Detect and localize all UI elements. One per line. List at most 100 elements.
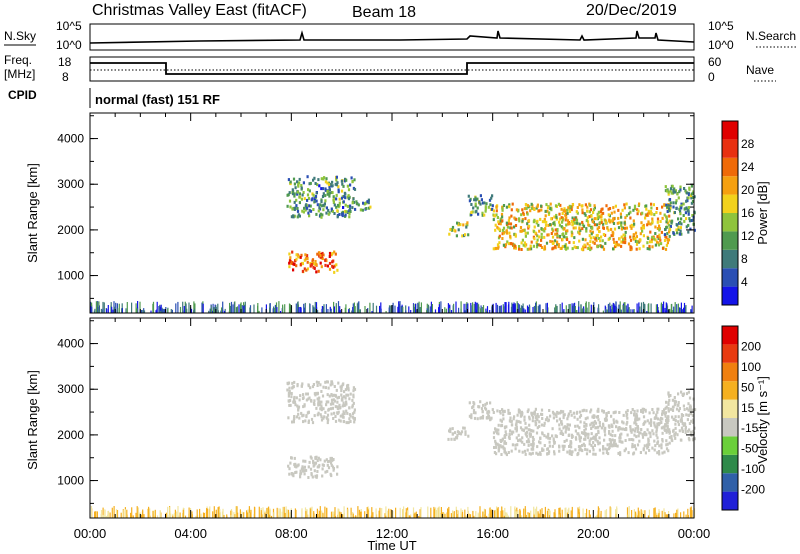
echo-cell	[327, 212, 330, 216]
ground-scatter-cell	[610, 507, 612, 518]
ground-scatter-cell	[193, 301, 195, 313]
echo-cell	[351, 404, 354, 408]
ground-scatter-cell	[378, 510, 380, 518]
ground-scatter-cell	[397, 306, 399, 313]
echo-cell	[312, 178, 315, 182]
echo-cell	[304, 459, 307, 463]
ground-scatter-cell	[317, 310, 319, 313]
ground-scatter-cell	[570, 510, 572, 518]
echo-cell	[592, 448, 595, 452]
echo-cell	[608, 431, 611, 435]
echo-cell	[641, 211, 644, 215]
echo-cell	[314, 456, 317, 460]
echo-cell	[657, 241, 660, 245]
echo-cell	[558, 445, 561, 449]
ground-scatter-cell	[201, 302, 203, 313]
echo-cell	[322, 208, 325, 212]
echo-cell	[656, 422, 659, 426]
echo-cell	[479, 194, 482, 198]
echo-cell	[481, 410, 484, 413]
ground-scatter-cell	[675, 512, 677, 518]
echo-cell	[644, 451, 647, 455]
ground-scatter-cell	[160, 512, 162, 518]
ground-scatter-cell	[500, 510, 502, 518]
echo-cell	[537, 243, 540, 247]
ground-scatter-cell	[576, 310, 578, 313]
xaxis-label: Time UT	[367, 538, 416, 553]
echo-cell	[287, 394, 290, 398]
echo-cell	[563, 227, 566, 230]
ground-scatter-cell	[488, 513, 490, 518]
echo-cell	[679, 221, 682, 224]
ground-scatter-cell	[522, 303, 524, 313]
echo-cell	[504, 435, 507, 439]
echo-cell	[473, 416, 477, 420]
echo-cell	[560, 422, 564, 426]
echo-cell	[557, 243, 560, 247]
echo-cell	[595, 433, 598, 436]
echo-cell	[636, 418, 639, 422]
echo-cell	[634, 231, 638, 235]
echo-cell	[669, 205, 672, 208]
echo-cell	[676, 192, 679, 196]
ground-scatter-cell	[457, 510, 460, 518]
echo-cell	[345, 400, 348, 404]
echo-cell	[665, 218, 668, 222]
echo-cell	[338, 204, 341, 208]
echo-cell	[568, 433, 571, 437]
echo-cell	[308, 189, 311, 193]
echo-cell	[289, 399, 292, 402]
echo-cell	[332, 402, 335, 406]
ground-scatter-cell	[324, 506, 326, 518]
echo-cell	[510, 226, 513, 230]
echo-cell	[617, 216, 620, 220]
echo-cell	[632, 219, 635, 223]
echo-cell	[590, 444, 593, 447]
echo-cell	[474, 204, 477, 208]
echo-cell	[549, 223, 552, 226]
echo-cell	[472, 206, 475, 210]
echo-cell	[317, 209, 320, 213]
echo-cell	[299, 472, 302, 476]
echo-cell	[683, 187, 686, 190]
colorbar-segment	[722, 418, 738, 437]
ground-scatter-cell	[528, 512, 530, 518]
ground-scatter-cell	[390, 305, 392, 313]
ground-scatter-cell	[527, 514, 529, 518]
echo-cell	[560, 246, 563, 250]
echo-cell	[331, 184, 334, 188]
echo-cell	[326, 189, 329, 193]
power-echo-layer	[90, 175, 696, 313]
echo-cell	[686, 199, 689, 203]
ground-scatter-cell	[499, 306, 501, 313]
echo-cell	[312, 265, 315, 269]
power-cbar-label: Power [dB]	[755, 181, 770, 245]
echo-cell	[660, 416, 663, 420]
echo-cell	[462, 426, 465, 430]
ground-scatter-cell	[395, 507, 397, 518]
echo-cell	[656, 451, 659, 455]
nave-label: Nave	[746, 63, 774, 77]
ground-scatter-cell	[653, 508, 655, 518]
colorbar-segment	[722, 491, 738, 510]
echo-cell	[489, 401, 492, 405]
ground-scatter-cell	[677, 303, 679, 313]
echo-cell	[580, 431, 584, 435]
echo-cell	[547, 233, 550, 237]
ground-scatter-cell	[236, 306, 239, 313]
ground-scatter-cell	[512, 303, 514, 313]
echo-cell	[590, 214, 593, 218]
echo-cell	[558, 423, 561, 427]
echo-cell	[680, 222, 683, 226]
ground-scatter-cell	[484, 514, 486, 518]
colorbar-segment	[722, 454, 738, 474]
ground-scatter-cell	[516, 308, 518, 313]
echo-cell	[562, 410, 565, 414]
echo-cell	[496, 216, 499, 219]
echo-cell	[590, 232, 593, 236]
echo-cell	[526, 410, 529, 414]
echo-cell	[660, 421, 663, 424]
echo-cell	[661, 412, 664, 416]
echo-cell	[611, 429, 614, 433]
ground-scatter-cell	[159, 306, 162, 313]
